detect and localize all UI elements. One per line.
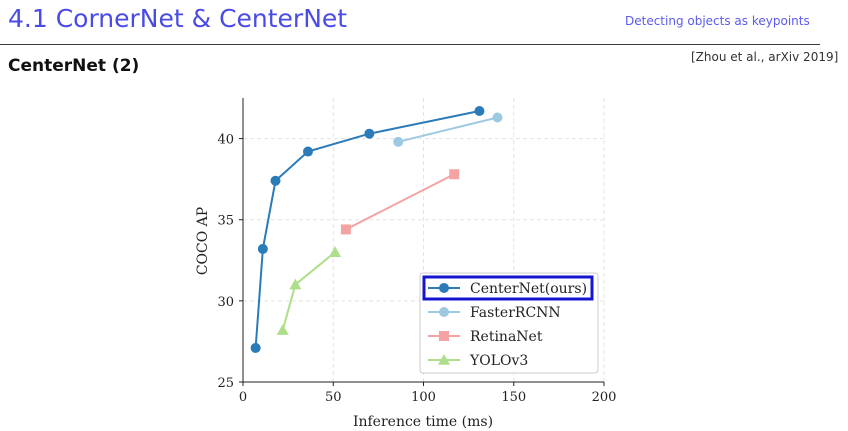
x-tick-label: 50 <box>325 390 342 405</box>
series-line-1 <box>397 116 498 143</box>
x-axis-label: Inference time (ms) <box>353 414 493 430</box>
x-tick-label: 0 <box>239 390 247 405</box>
legend-marker <box>439 307 449 317</box>
data-point <box>289 278 302 290</box>
legend-highlight-box <box>422 275 594 301</box>
y-tick-label: 35 <box>217 214 234 229</box>
legend-label: FasterRCNN <box>470 305 561 321</box>
x-tick-label: 150 <box>501 390 526 405</box>
y-tick-label: 30 <box>217 295 234 310</box>
slide-subtitle: CenterNet (2) <box>8 56 140 76</box>
legend-label: YOLOv3 <box>469 353 528 369</box>
data-point <box>492 112 503 123</box>
chart-series <box>250 105 503 353</box>
x-tick-label: 200 <box>592 390 617 405</box>
slide-title: 4.1 CornerNet & CenterNet <box>8 4 348 33</box>
legend-label: CenterNet(ours) <box>470 281 587 297</box>
chart-legend: CenterNet(ours) FasterRCNN RetinaNet YOLOv3 <box>419 272 599 374</box>
data-point <box>270 175 281 186</box>
data-point <box>257 243 268 254</box>
data-point <box>302 146 313 157</box>
data-point <box>474 105 485 116</box>
legend-marker <box>439 331 449 341</box>
chart-ticks: 0 50 100 150 200 25 30 35 40 <box>217 133 616 405</box>
data-point <box>449 169 460 180</box>
legend-marker <box>439 283 449 293</box>
y-tick-label: 40 <box>217 133 234 148</box>
y-axis-label: COCO AP <box>195 207 211 275</box>
series-line-0 <box>254 110 480 348</box>
legend-label: RetinaNet <box>470 329 543 345</box>
citation: [Zhou et al., arXiv 2019] <box>691 50 839 64</box>
data-point <box>340 224 351 235</box>
data-point <box>250 342 261 353</box>
series-line-2 <box>345 173 455 231</box>
data-point <box>276 324 289 335</box>
data-point <box>364 128 375 139</box>
data-point <box>393 136 404 147</box>
data-point <box>329 246 342 257</box>
x-tick-label: 100 <box>411 390 436 405</box>
series-line-3 <box>281 251 336 331</box>
y-tick-label: 25 <box>217 376 234 391</box>
legend-marker <box>438 354 450 365</box>
section-caption: Detecting objects as keypoints <box>625 14 810 28</box>
header-divider <box>0 44 820 45</box>
